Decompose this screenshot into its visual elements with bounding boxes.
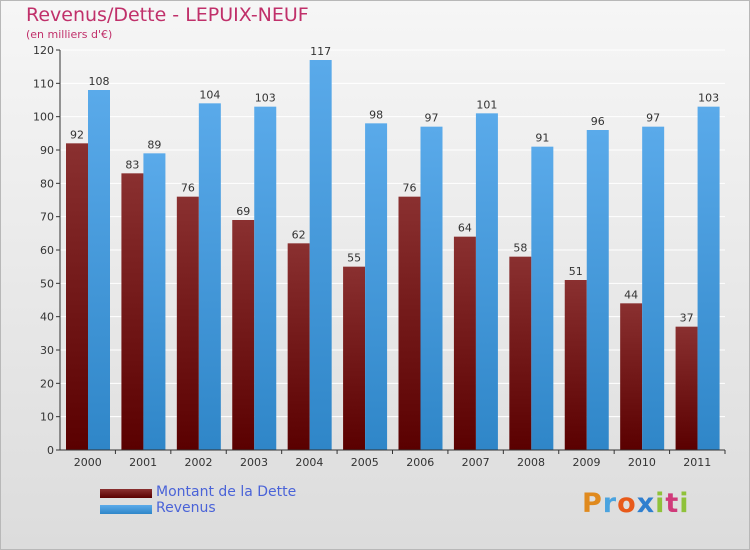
chart-subtitle: (en milliers d'€) — [26, 28, 113, 41]
bar-revenue — [143, 153, 166, 451]
bar-revenue — [586, 130, 609, 450]
bar-revenue — [254, 106, 277, 451]
bar-debt-value-label: 83 — [125, 158, 139, 171]
bar-revenue — [642, 126, 665, 451]
bar-debt-value-label: 58 — [513, 242, 527, 255]
bar-revenue — [697, 106, 720, 451]
y-tick-label: 110 — [33, 77, 54, 90]
bar-debt-value-label: 37 — [680, 312, 694, 325]
bar-revenue-value-label: 98 — [369, 108, 383, 121]
bar-revenue-value-label: 101 — [476, 98, 497, 111]
bar-debt-value-label: 76 — [403, 182, 417, 195]
bar-revenue — [475, 113, 498, 450]
x-tick-label: 2001 — [129, 456, 157, 469]
legend-label-revenue: Revenus — [156, 500, 216, 516]
bar-revenue-value-label: 103 — [698, 92, 719, 105]
x-tick-label: 2005 — [351, 456, 379, 469]
bar-debt — [509, 256, 532, 450]
y-tick-label: 60 — [40, 244, 54, 257]
bar-revenue-value-label: 97 — [425, 112, 439, 125]
bar-debt — [176, 196, 199, 450]
bar-debt-value-label: 76 — [181, 182, 195, 195]
y-tick-label: 0 — [47, 444, 54, 457]
x-tick-label: 2010 — [628, 456, 656, 469]
y-tick-label: 120 — [33, 44, 54, 57]
y-tick-label: 30 — [40, 344, 54, 357]
bar-debt — [453, 236, 476, 450]
bar-revenue — [88, 90, 110, 450]
x-tick-label: 2002 — [185, 456, 213, 469]
bar-revenue — [365, 123, 388, 450]
y-tick-label: 10 — [40, 411, 54, 424]
bar-debt — [675, 326, 698, 450]
x-tick-label: 2009 — [572, 456, 600, 469]
bar-revenue-value-label: 104 — [199, 88, 220, 101]
bar-revenue-value-label: 96 — [591, 115, 605, 128]
bar-debt — [232, 220, 255, 450]
bar-debt — [343, 266, 366, 450]
legend-label-debt: Montant de la Dette — [156, 484, 297, 500]
bar-revenue — [198, 103, 221, 450]
bar-revenue — [420, 126, 443, 451]
bar-debt — [121, 173, 144, 451]
x-tick-label: 2000 — [74, 456, 102, 469]
bar-debt — [398, 196, 421, 450]
y-tick-label: 90 — [40, 144, 54, 157]
y-tick-label: 50 — [40, 277, 54, 290]
bar-revenue-value-label: 89 — [147, 138, 161, 151]
y-tick-label: 70 — [40, 211, 54, 224]
bar-debt-value-label: 92 — [70, 128, 84, 141]
x-tick-label: 2006 — [406, 456, 434, 469]
bar-debt-value-label: 55 — [347, 252, 361, 265]
y-tick-label: 100 — [33, 111, 54, 124]
bar-debt — [287, 243, 310, 450]
bar-debt — [66, 143, 88, 451]
bar-debt-value-label: 44 — [624, 288, 638, 301]
bar-debt-value-label: 69 — [236, 205, 250, 218]
x-tick-label: 2003 — [240, 456, 268, 469]
proxiti-logo: Proxiti — [582, 488, 690, 519]
bar-debt-value-label: 51 — [569, 265, 583, 278]
bar-debt-value-label: 64 — [458, 222, 472, 235]
y-tick-label: 20 — [40, 377, 54, 390]
bar-revenue-value-label: 103 — [255, 92, 276, 105]
bar-revenue-value-label: 117 — [310, 45, 331, 58]
bar-revenue — [309, 60, 332, 450]
bar-debt — [620, 303, 643, 450]
legend-swatch-revenue — [100, 505, 152, 514]
chart-title: Revenus/Dette - LEPUIX-NEUF — [26, 4, 309, 26]
bar-revenue-value-label: 91 — [535, 132, 549, 145]
y-tick-label: 40 — [40, 311, 54, 324]
legend-swatch-debt — [100, 489, 152, 498]
bar-revenue — [531, 146, 554, 450]
x-tick-label: 2011 — [683, 456, 711, 469]
bar-revenue-value-label: 97 — [646, 112, 660, 125]
bar-revenue-value-label: 108 — [89, 75, 110, 88]
x-tick-label: 2008 — [517, 456, 545, 469]
x-tick-label: 2007 — [462, 456, 490, 469]
bar-debt-value-label: 62 — [292, 228, 306, 241]
x-tick-label: 2004 — [295, 456, 323, 469]
y-tick-label: 80 — [40, 177, 54, 190]
bar-debt — [564, 280, 587, 450]
